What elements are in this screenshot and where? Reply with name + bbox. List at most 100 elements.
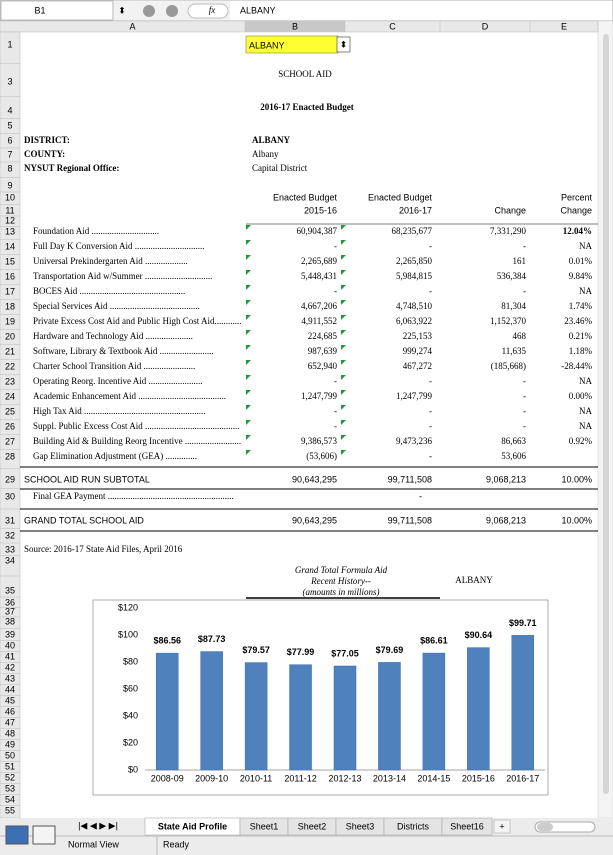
row-header[interactable]: 31 xyxy=(5,515,15,525)
row-header[interactable]: 40 xyxy=(5,640,15,650)
horizontal-scroll-thumb[interactable] xyxy=(537,823,553,831)
row-header[interactable]: 14 xyxy=(5,241,15,251)
column-header[interactable]: C xyxy=(389,21,396,31)
new-sheet-button[interactable] xyxy=(493,819,511,834)
row-header[interactable]: 41 xyxy=(5,651,15,661)
row-header[interactable]: 22 xyxy=(5,361,15,371)
row-header[interactable]: 24 xyxy=(5,391,15,401)
row-header[interactable]: 53 xyxy=(5,783,15,793)
row-header[interactable]: 6 xyxy=(7,135,12,145)
row-header[interactable]: 8 xyxy=(7,163,12,173)
cancel-icon[interactable] xyxy=(143,5,155,17)
row-header[interactable]: 36 xyxy=(5,597,15,607)
row-header[interactable]: 27 xyxy=(5,436,15,446)
row-header[interactable]: 19 xyxy=(5,316,15,326)
column-header[interactable]: E xyxy=(561,21,567,31)
scroll-thumb[interactable] xyxy=(603,34,609,794)
row-header[interactable]: 20 xyxy=(5,331,15,341)
info-value: ALBANY xyxy=(252,135,291,145)
row-header[interactable]: 11 xyxy=(5,205,14,215)
row-header[interactable]: 9 xyxy=(7,180,12,190)
row-header[interactable]: 15 xyxy=(5,256,15,266)
aid-value: NA xyxy=(579,421,592,431)
row-header[interactable]: 30 xyxy=(5,491,15,501)
tab-scroll-arrows[interactable]: |◀ ◀ ▶ ▶| xyxy=(78,820,118,830)
column-header[interactable]: D xyxy=(482,21,489,31)
sheet-tab-label: Districts xyxy=(397,821,429,831)
value-label: $90.64 xyxy=(465,630,493,640)
row-header[interactable]: 46 xyxy=(5,706,15,716)
row-header[interactable]: 28 xyxy=(5,451,15,461)
dropdown-button[interactable] xyxy=(336,36,351,53)
row-header[interactable]: 43 xyxy=(5,673,15,683)
row-header[interactable]: 18 xyxy=(5,301,15,311)
aid-value: - xyxy=(334,241,337,251)
row-header[interactable]: 48 xyxy=(5,728,15,738)
aid-value: 0.01% xyxy=(569,256,593,266)
row-header[interactable]: 55 xyxy=(5,805,15,815)
row-header[interactable]: 51 xyxy=(5,761,15,771)
row-header[interactable]: 54 xyxy=(5,794,15,804)
row-header[interactable]: 44 xyxy=(5,684,15,694)
aid-label: Special Services Aid ...................… xyxy=(33,301,200,311)
sheet-tab[interactable] xyxy=(441,817,493,836)
row-header[interactable]: 5 xyxy=(7,120,12,130)
page-layout-button[interactable] xyxy=(32,825,56,845)
row-header[interactable]: 1 xyxy=(7,39,12,49)
aid-label: High Tax Aid ...........................… xyxy=(33,406,205,416)
aid-value: 7,331,290 xyxy=(490,226,527,236)
column-header[interactable]: B xyxy=(292,21,298,31)
row-header[interactable]: 42 xyxy=(5,662,15,672)
row-header[interactable]: 25 xyxy=(5,406,15,416)
aid-label: Hardware and Technology Aid ............… xyxy=(33,331,193,341)
row-header[interactable]: 3 xyxy=(7,76,12,86)
row-header[interactable]: 26 xyxy=(5,421,15,431)
row-header[interactable]: 50 xyxy=(5,750,15,760)
row-header[interactable]: 10 xyxy=(5,192,15,202)
error-indicator xyxy=(246,225,251,230)
aid-value: - xyxy=(334,421,337,431)
function-button[interactable] xyxy=(187,3,229,19)
aid-value: 225,153 xyxy=(403,331,433,341)
history-title: (amounts in millions) xyxy=(302,587,379,597)
row-header[interactable]: 17 xyxy=(5,286,15,296)
error-indicator xyxy=(341,270,346,275)
row-header[interactable]: 35 xyxy=(5,585,15,595)
row-header[interactable]: 33 xyxy=(5,544,15,554)
row-header[interactable]: 38 xyxy=(5,616,15,626)
aid-label: Full Day K Conversion Aid ..............… xyxy=(33,241,205,251)
row-header[interactable]: 39 xyxy=(5,629,15,639)
error-indicator xyxy=(341,255,346,260)
aid-label: BOCES Aid ..............................… xyxy=(33,286,185,296)
aid-value: 60,904,387 xyxy=(297,226,338,236)
row-header[interactable]: 34 xyxy=(5,555,15,565)
row-header[interactable]: 16 xyxy=(5,271,15,281)
y-tick-label: $40 xyxy=(123,710,138,720)
value-label: $86.61 xyxy=(420,635,448,645)
x-tick-label: 2008-09 xyxy=(151,773,184,783)
row-header[interactable]: 23 xyxy=(5,376,15,386)
row-header[interactable]: 47 xyxy=(5,717,15,727)
column-header[interactable]: A xyxy=(129,21,135,31)
row-header[interactable]: 45 xyxy=(5,695,15,705)
x-tick-label: 2014-15 xyxy=(417,773,450,783)
name-box[interactable] xyxy=(0,0,114,21)
row-header[interactable]: 4 xyxy=(7,105,12,115)
row-header[interactable]: 52 xyxy=(5,772,15,782)
error-indicator xyxy=(341,405,346,410)
row-header[interactable]: 12 xyxy=(5,215,15,225)
formula-input[interactable] xyxy=(230,1,612,20)
formula-content: ALBANY xyxy=(240,5,276,15)
row-header[interactable]: 37 xyxy=(5,606,15,616)
enter-icon[interactable] xyxy=(166,5,178,17)
row-header[interactable]: 21 xyxy=(5,346,15,356)
row-header[interactable]: 13 xyxy=(5,226,15,236)
row-header[interactable]: 32 xyxy=(5,530,15,540)
row-header[interactable]: 7 xyxy=(7,149,12,159)
aid-value: NA xyxy=(579,241,592,251)
row-header[interactable]: 49 xyxy=(5,739,15,749)
spinner-icon[interactable]: ⬍ xyxy=(118,5,126,15)
row-header[interactable]: 29 xyxy=(5,474,15,484)
normal-view-button[interactable] xyxy=(5,825,29,845)
